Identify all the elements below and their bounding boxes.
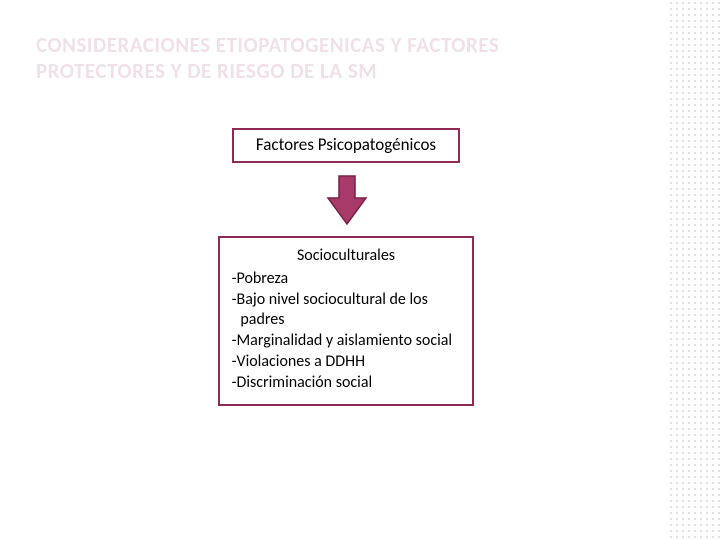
arrow-down-icon: [328, 176, 366, 224]
list-item: -Bajo nivel sociocultural de los padres: [230, 290, 462, 332]
node-bottom-socioculturales: Socioculturales -Pobreza-Bajo nivel soci…: [218, 236, 474, 406]
node-bottom-category-title: Socioculturales: [230, 246, 462, 267]
list-item: -Violaciones a DDHH: [230, 352, 462, 373]
slide-title: CONSIDERACIONES ETIOPATOGENICAS Y FACTOR…: [36, 32, 596, 85]
node-top-label: Factores Psicopatogénicos: [256, 134, 436, 155]
right-dot-pattern: [668, 0, 720, 540]
list-item: -Pobreza: [230, 269, 462, 290]
list-item: -Discriminación social: [230, 373, 462, 394]
node-bottom-item-list: -Pobreza-Bajo nivel sociocultural de los…: [230, 269, 462, 394]
node-top-factores: Factores Psicopatogénicos: [232, 128, 460, 163]
arrow-down: [322, 170, 372, 230]
list-item: -Marginalidad y aislamiento social: [230, 331, 462, 352]
